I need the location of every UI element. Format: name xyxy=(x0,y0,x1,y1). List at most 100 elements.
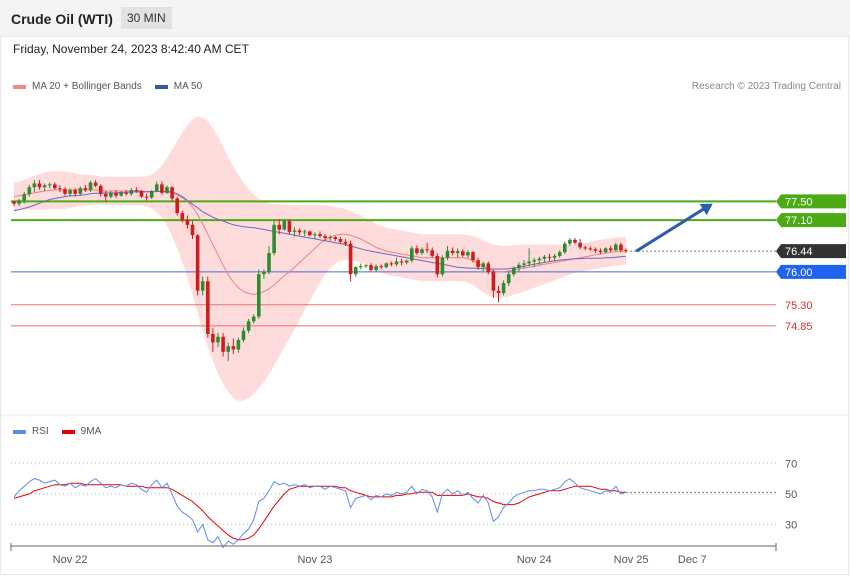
candle xyxy=(104,190,108,202)
candle xyxy=(333,236,338,242)
candle-body xyxy=(241,330,246,341)
candle xyxy=(512,266,516,277)
candle xyxy=(404,259,409,265)
rsi-tick-label: 70 xyxy=(785,458,797,470)
candle-body xyxy=(348,243,353,275)
candle-body xyxy=(496,290,501,294)
candle xyxy=(430,247,434,258)
rsi-legend-swatch xyxy=(13,429,26,434)
candle xyxy=(231,338,236,355)
candle xyxy=(573,238,577,245)
candle-body xyxy=(374,266,378,270)
candle-body xyxy=(450,250,455,254)
candle-body xyxy=(471,252,475,261)
candle-body xyxy=(73,190,77,194)
candle-body xyxy=(445,250,450,258)
candle-body xyxy=(22,194,26,201)
candle-body xyxy=(47,184,52,186)
candle xyxy=(262,269,266,279)
candle xyxy=(246,318,251,333)
candle-body xyxy=(542,256,547,259)
candle xyxy=(216,332,220,348)
candle-body xyxy=(160,184,164,193)
candle xyxy=(93,180,98,188)
candle-body xyxy=(83,188,88,191)
candle-body xyxy=(547,256,552,258)
level-label: 74.85 xyxy=(785,321,813,333)
rsi-tick-label: 30 xyxy=(785,519,797,531)
candle xyxy=(359,263,363,270)
candle-body xyxy=(17,200,21,204)
candle xyxy=(425,242,429,254)
candle-body xyxy=(231,346,236,350)
candle xyxy=(292,227,297,237)
timeframe-button[interactable]: 30 MIN xyxy=(121,7,172,29)
candle xyxy=(379,264,383,270)
candle xyxy=(450,247,455,256)
candle-body xyxy=(262,271,266,275)
candle-body xyxy=(292,230,297,232)
price-legend: MA 20 + Bollinger Bands MA 50 xyxy=(13,81,202,92)
candle-body xyxy=(63,189,67,194)
candle-body xyxy=(415,248,419,254)
candle xyxy=(578,238,582,250)
candle-body xyxy=(195,235,200,291)
candle xyxy=(568,238,572,246)
rsi-legend: RSI 9MA xyxy=(13,426,101,437)
candle-body xyxy=(328,237,332,239)
candle xyxy=(195,234,200,296)
ma20-legend-label: MA 20 + Bollinger Bands xyxy=(32,81,142,92)
chart-frame xyxy=(0,36,849,575)
candle-body xyxy=(532,260,536,262)
candle-body xyxy=(379,266,383,268)
candle xyxy=(160,181,164,195)
candle-body xyxy=(98,185,103,194)
candle-body xyxy=(53,184,57,189)
candle-body xyxy=(313,234,317,236)
candle xyxy=(481,261,485,271)
price-tag-label: 76.44 xyxy=(785,246,813,258)
rsi-ma-legend-label: 9MA xyxy=(80,426,102,437)
candle-body xyxy=(512,268,516,275)
price-tag-box xyxy=(776,244,846,259)
candle xyxy=(98,184,103,197)
candle-body xyxy=(476,260,480,268)
candle xyxy=(257,269,261,319)
research-credit: Research © 2023 Trading Central xyxy=(691,81,841,92)
candle-body xyxy=(170,187,174,199)
candle-body xyxy=(211,333,215,343)
candle xyxy=(374,264,378,272)
candle xyxy=(282,219,287,231)
chart-title: Crude Oil (WTI) xyxy=(11,11,113,27)
candle-body xyxy=(272,224,276,254)
candle xyxy=(410,246,414,263)
price-tag: 76.44 xyxy=(776,244,846,259)
candle xyxy=(12,201,16,207)
candle-body xyxy=(93,182,98,186)
candle xyxy=(415,245,419,255)
rsi-ma-line xyxy=(13,482,626,541)
candle-body xyxy=(155,184,159,191)
candle-body xyxy=(236,340,241,350)
candle-body xyxy=(282,221,287,230)
candle xyxy=(435,253,440,278)
candle-body xyxy=(287,221,292,232)
candle xyxy=(17,198,21,207)
candle-body xyxy=(88,182,93,191)
candle-body xyxy=(364,265,368,267)
candle-body xyxy=(12,201,16,204)
candle-body xyxy=(552,255,557,258)
rsi-tick-label: 50 xyxy=(785,489,797,501)
candle-body xyxy=(323,236,327,239)
candle xyxy=(200,276,205,296)
candle xyxy=(353,266,358,277)
candle-body xyxy=(114,192,118,196)
candle xyxy=(323,234,327,241)
candle-body xyxy=(568,239,572,244)
candle xyxy=(63,187,67,196)
candle xyxy=(73,188,77,197)
candle xyxy=(302,229,307,237)
candle-body xyxy=(185,220,190,225)
candle xyxy=(272,220,276,256)
projection-arrow-shaft xyxy=(635,205,708,253)
